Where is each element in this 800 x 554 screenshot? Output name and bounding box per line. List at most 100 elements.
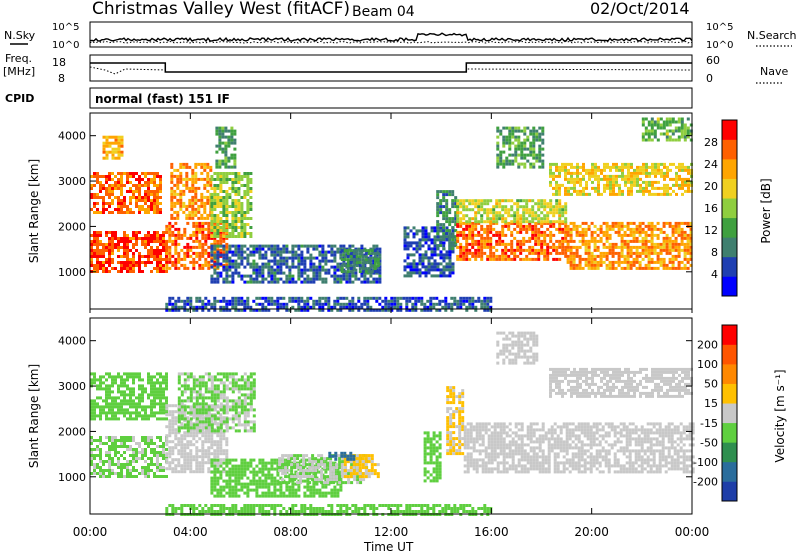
heatmap-cell (138, 205, 141, 208)
heatmap-cell (656, 260, 660, 264)
heatmap-cell (180, 248, 184, 252)
heatmap-cell (294, 253, 298, 257)
heatmap-cell (454, 202, 458, 206)
heatmap-cell (680, 126, 684, 130)
heatmap-cell (516, 221, 520, 225)
heatmap-cell (315, 268, 319, 272)
heatmap-cell (412, 265, 416, 269)
heatmap-cell (442, 238, 446, 242)
heatmap-cell (135, 234, 138, 237)
heatmap-cell (174, 251, 178, 255)
heatmap-cell (159, 270, 162, 273)
freq-unit-label: [MHz] (3, 65, 35, 78)
heatmap-cell (114, 231, 117, 234)
heatmap-cell (639, 168, 642, 172)
heatmap-cell (689, 138, 693, 142)
heatmap-cell (346, 261, 350, 265)
heatmap-cell (605, 257, 609, 261)
heatmap-cell (558, 186, 561, 190)
heatmap-cell (442, 265, 446, 269)
heatmap-cell (120, 175, 123, 178)
heatmap-cell (252, 268, 256, 272)
heatmap-cell (566, 230, 570, 234)
heatmap-cell (132, 270, 135, 273)
heatmap-cell (240, 202, 244, 205)
heatmap-cell (629, 266, 633, 270)
heatmap-cell (264, 262, 268, 266)
heatmap-cell (179, 171, 183, 175)
heatmap-cell (273, 268, 277, 272)
heatmap-cell (203, 207, 207, 211)
heatmap-cell (237, 271, 241, 275)
heatmap-cell (150, 234, 153, 237)
heatmap-cell (162, 454, 165, 457)
heatmap-cell (445, 256, 449, 260)
heatmap-cell (537, 205, 541, 209)
heatmap-cell (179, 180, 183, 184)
heatmap-cell (210, 259, 214, 263)
heatmap-cell (231, 190, 235, 193)
heatmap-cell (228, 226, 232, 229)
heatmap-cell (153, 475, 156, 478)
heatmap-cell (288, 271, 292, 275)
heatmap-cell (508, 153, 512, 157)
heatmap-cell (555, 205, 559, 209)
heatmap-cell (188, 216, 192, 220)
heatmap-cell (626, 224, 630, 228)
heatmap-cell (144, 181, 147, 184)
heatmap-cell (540, 242, 544, 246)
heatmap-cell (276, 296, 280, 300)
heatmap-cell (372, 296, 376, 300)
heatmap-cell (237, 250, 241, 254)
heatmap-cell (173, 204, 177, 208)
heatmap-cell (480, 205, 484, 209)
heatmap-cell (123, 475, 126, 478)
heatmap-cell (333, 253, 337, 257)
heatmap-cell (294, 244, 298, 248)
heatmap-cell (415, 229, 419, 233)
heatmap-cell (489, 224, 493, 228)
heatmap-cell (477, 296, 481, 300)
heatmap-cell (662, 224, 666, 228)
heatmap-cell (569, 254, 573, 258)
heatmap-cell (309, 253, 313, 257)
heatmap-cell (99, 175, 102, 178)
heatmap-cell (615, 162, 618, 166)
heatmap-cell (496, 153, 500, 157)
heatmap-cell (129, 390, 132, 394)
heatmap-cell (129, 267, 132, 270)
heatmap-cell (459, 254, 463, 258)
heatmap-cell (445, 205, 449, 209)
heatmap-cell (255, 262, 259, 266)
heatmap-cell (611, 221, 615, 225)
heatmap-cell (624, 183, 627, 187)
heatmap-cell (255, 302, 259, 306)
heatmap-cell (192, 266, 196, 270)
heatmap-cell (451, 190, 455, 194)
heatmap-cell (549, 251, 553, 255)
heatmap-cell (153, 390, 156, 394)
heatmap-cell (255, 296, 259, 300)
heatmap-cell (210, 229, 214, 232)
heatmap-cell (261, 256, 265, 260)
heatmap-cell (499, 162, 503, 166)
heatmap-cell (225, 175, 229, 178)
heatmap-cell (306, 250, 310, 254)
heatmap-cell (683, 236, 687, 240)
heatmap-cell (246, 181, 250, 184)
heatmap-cell (126, 240, 129, 243)
heatmap-cell (686, 251, 690, 255)
heatmap-cell (393, 305, 397, 309)
heatmap-cell (564, 211, 568, 215)
heatmap-cell (486, 236, 490, 240)
heatmap-cell (489, 236, 493, 240)
heatmap-cell (442, 256, 446, 260)
heatmap-cell (339, 305, 343, 309)
heatmap-cell (120, 240, 123, 243)
heatmap-cell (348, 302, 352, 306)
heatmap-cell (219, 305, 223, 309)
heatmap-cell (93, 252, 96, 255)
heatmap-cell (427, 232, 431, 236)
heatmap-cell (605, 251, 609, 255)
heatmap-cell (123, 249, 126, 252)
